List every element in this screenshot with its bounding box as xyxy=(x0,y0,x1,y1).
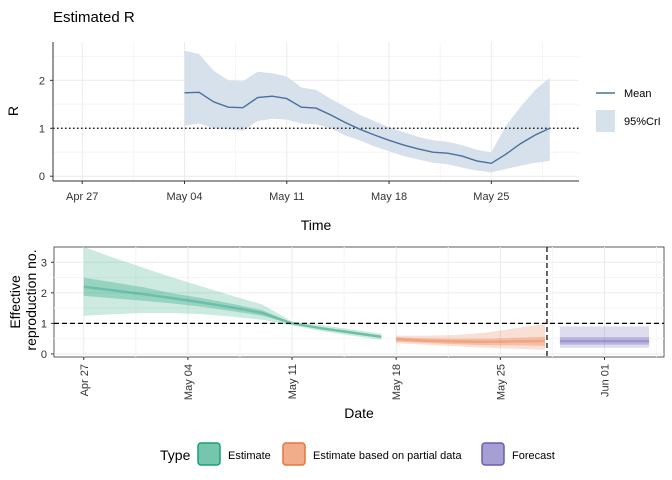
y-tick-label: 1 xyxy=(39,123,45,135)
grid xyxy=(53,246,665,358)
x-tick-label: May 25 xyxy=(473,191,509,203)
legend-key-ci xyxy=(596,110,615,132)
x-axis-title: Date xyxy=(344,405,374,421)
y-tick-labels: 0 1 2 3 xyxy=(41,257,47,361)
partial-legend-key xyxy=(282,442,306,466)
x-tick-label: Apr 27 xyxy=(79,364,91,396)
y-tick-label: 0 xyxy=(41,349,47,361)
reference-lines xyxy=(54,247,664,357)
x-tick-label: May 18 xyxy=(391,364,403,400)
x-tick-label: May 11 xyxy=(287,364,299,399)
x-tick-label: Apr 27 xyxy=(66,191,98,203)
y-axis-title-line-2: reproduction no. xyxy=(23,249,39,350)
uncertainty-bands xyxy=(83,247,650,350)
axes xyxy=(50,42,579,184)
estimate-median xyxy=(83,285,382,339)
chart-title: Estimated R xyxy=(53,9,135,26)
legend: Mean 95%CrI xyxy=(596,88,661,132)
legend-label-mean: Mean xyxy=(624,88,652,100)
x-tick-label: May 11 xyxy=(269,191,304,203)
legend-label-ci: 95%CrI xyxy=(624,116,661,128)
y-tick-label: 2 xyxy=(39,75,45,87)
y-tick-label: 1 xyxy=(41,318,47,330)
y-axis-title: R xyxy=(5,106,21,116)
forecast-band-50 xyxy=(559,337,650,345)
axes xyxy=(51,261,605,360)
credible-interval-bands xyxy=(184,50,550,173)
x-tick-label: Jun 01 xyxy=(599,364,611,397)
x-tick-labels: Apr 27 May 04 May 11 May 18 May 25 xyxy=(66,191,509,203)
y-axis-title: Effective reproduction no. xyxy=(7,249,39,350)
forecast-band-90 xyxy=(559,326,650,348)
x-axis-title: Time xyxy=(301,217,332,233)
forecast-legend-key xyxy=(481,442,505,466)
y-axis-title-line-1: Effective xyxy=(7,275,23,329)
estimated-r-chart: Estimated R Apr 27 May 04 May 11 May 18 May … xyxy=(5,9,661,233)
y-tick-label: 3 xyxy=(41,257,47,269)
legend-title: Type xyxy=(160,447,191,463)
effective-reproduction-chart: Apr 27 May 04 May 11 May 18 May 25 Jun 01 0 1 2… xyxy=(7,246,665,466)
mean-lines xyxy=(184,91,551,165)
grid xyxy=(53,42,579,181)
y-tick-label: 2 xyxy=(41,288,47,300)
estimate-band-50 xyxy=(83,277,382,339)
mean-line xyxy=(184,91,551,165)
partial-band-90 xyxy=(396,324,545,350)
credible-band xyxy=(184,50,550,173)
x-tick-label: May 04 xyxy=(166,191,202,203)
legend: Type Estimate Estimate based on partial d… xyxy=(160,442,555,466)
x-tick-label: May 04 xyxy=(183,364,195,400)
x-tick-label: May 18 xyxy=(371,191,407,203)
partial-median xyxy=(396,338,546,343)
estimate-legend-label: Estimate xyxy=(228,450,271,462)
x-tick-label: May 25 xyxy=(495,364,507,400)
estimate-legend-key xyxy=(197,442,221,466)
partial-legend-label: Estimate based on partial data xyxy=(313,450,462,462)
estimate-band-90 xyxy=(83,247,382,340)
x-tick-labels: Apr 27 May 04 May 11 May 18 May 25 Jun 01 xyxy=(79,364,612,400)
partial-band-50 xyxy=(396,336,545,346)
y-tick-label: 0 xyxy=(39,171,45,183)
forecast-legend-label: Forecast xyxy=(512,450,555,462)
y-tick-labels: 0 1 2 xyxy=(39,75,45,183)
